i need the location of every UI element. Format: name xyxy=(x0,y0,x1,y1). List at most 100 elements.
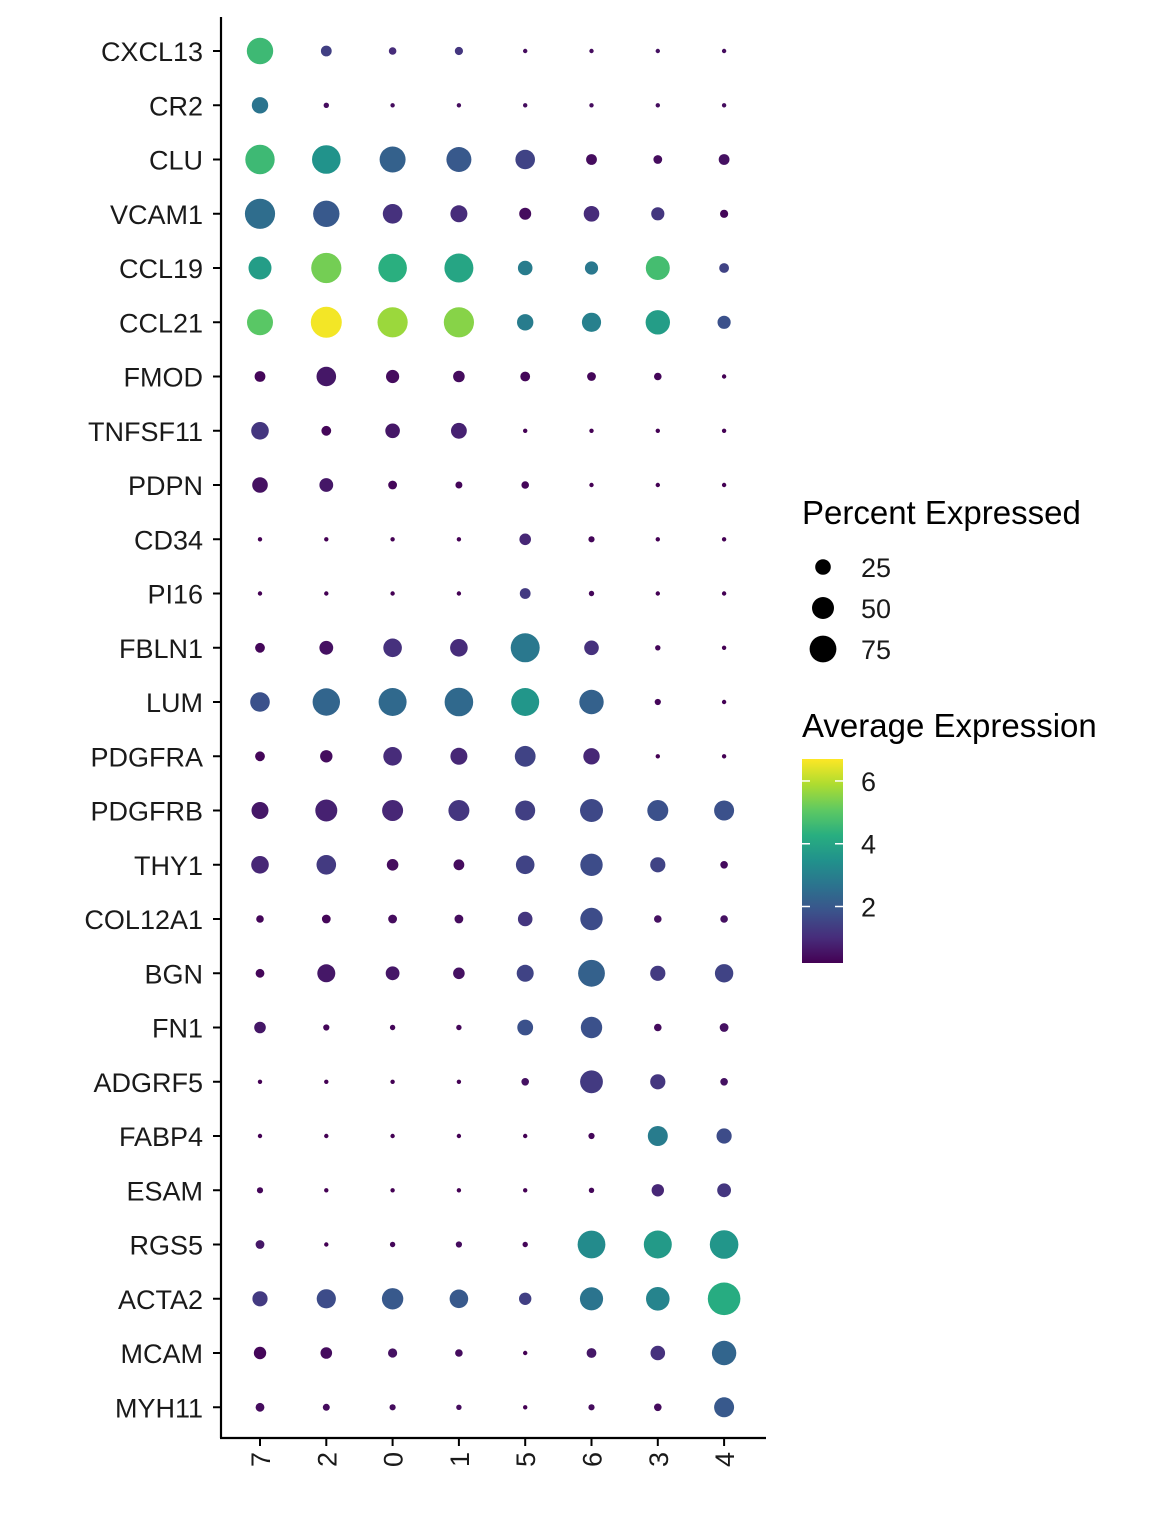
dot-myh11-cluster-2 xyxy=(322,1403,330,1411)
x-tick-label: 2 xyxy=(312,1452,342,1467)
dot-acta2-cluster-4 xyxy=(707,1282,741,1316)
dot-bgn-cluster-3 xyxy=(650,965,666,981)
dot-cr2-cluster-5 xyxy=(523,103,528,108)
dot-acta2-cluster-3 xyxy=(646,1287,670,1311)
dot-cr2-cluster-0 xyxy=(390,103,395,108)
dot-clu-cluster-2 xyxy=(312,145,341,174)
dot-mcam-cluster-3 xyxy=(650,1345,666,1361)
dot-myh11-cluster-4 xyxy=(714,1397,735,1418)
dot-fn1-cluster-0 xyxy=(389,1024,396,1031)
dot-mcam-cluster-0 xyxy=(388,1348,398,1358)
dot-cxcl13-cluster-3 xyxy=(655,48,660,54)
dot-clu-cluster-6 xyxy=(586,154,597,165)
dot-vcam1-cluster-4 xyxy=(720,209,729,218)
dot-fbln1-cluster-3 xyxy=(655,645,661,651)
dot-adgrf5-cluster-6 xyxy=(580,1070,603,1094)
y-tick-label: VCAM1 xyxy=(110,200,203,230)
y-tick-label: BGN xyxy=(144,959,203,989)
dot-ccl19-cluster-3 xyxy=(645,256,670,280)
dot-mcam-cluster-2 xyxy=(320,1347,333,1359)
dot-fbln1-cluster-7 xyxy=(255,642,265,653)
dot-pi16-cluster-5 xyxy=(519,588,531,599)
dot-vcam1-cluster-7 xyxy=(244,198,276,229)
dot-thy1-cluster-1 xyxy=(453,859,465,871)
dot-fabp4-cluster-6 xyxy=(588,1132,595,1140)
dot-mcam-cluster-1 xyxy=(455,1349,463,1357)
dot-cxcl13-cluster-0 xyxy=(388,47,397,55)
dot-pi16-cluster-0 xyxy=(390,591,395,596)
y-tick-label: LUM xyxy=(146,688,203,718)
y-tick-label: PI16 xyxy=(147,580,203,610)
dot-col12a1-cluster-2 xyxy=(321,914,331,924)
dot-adgrf5-cluster-7 xyxy=(257,1079,263,1085)
y-tick-label: CR2 xyxy=(149,91,203,121)
y-tick-label: CCL21 xyxy=(119,308,203,338)
dot-esam-cluster-5 xyxy=(523,1188,528,1193)
dot-pdgfra-cluster-0 xyxy=(383,747,402,766)
dot-fmod-cluster-7 xyxy=(254,371,266,382)
dot-adgrf5-cluster-5 xyxy=(521,1078,529,1086)
dot-col12a1-cluster-5 xyxy=(517,911,533,927)
dot-thy1-cluster-6 xyxy=(580,853,603,876)
dot-thy1-cluster-7 xyxy=(251,856,269,874)
dot-rgs5-cluster-1 xyxy=(455,1241,462,1248)
y-tick-label: MYH11 xyxy=(115,1393,203,1423)
y-tick-label: FABP4 xyxy=(119,1122,203,1152)
dot-pdgfra-cluster-4 xyxy=(721,754,727,759)
dot-fmod-cluster-2 xyxy=(316,366,337,387)
dot-pi16-cluster-6 xyxy=(588,590,595,597)
dot-fmod-cluster-1 xyxy=(453,370,465,383)
colorbar-tick-label: 4 xyxy=(861,830,876,860)
dot-tnfsf11-cluster-3 xyxy=(655,428,660,433)
y-axis-ticks: CXCL13 CR2 CLU VCAM1 CCL19 CCL21 FMOD TNFSF11 PD… xyxy=(84,37,221,1423)
dot-clu-cluster-5 xyxy=(515,149,535,170)
dot-myh11-cluster-6 xyxy=(588,1404,595,1411)
dot-clu-cluster-7 xyxy=(245,144,275,175)
y-tick-label: ESAM xyxy=(126,1176,203,1206)
dot-cxcl13-cluster-5 xyxy=(523,48,528,54)
dot-cxcl13-cluster-6 xyxy=(589,48,594,54)
dot-pdpn-cluster-2 xyxy=(319,478,334,492)
dot-pdgfra-cluster-7 xyxy=(255,751,265,762)
dot-clu-cluster-4 xyxy=(718,154,730,165)
dot-pdpn-cluster-4 xyxy=(721,482,727,488)
dot-cr2-cluster-3 xyxy=(655,103,660,108)
dot-ccl21-cluster-2 xyxy=(310,306,342,338)
dot-tnfsf11-cluster-5 xyxy=(523,428,528,433)
dot-rgs5-cluster-5 xyxy=(522,1241,528,1248)
dot-acta2-cluster-7 xyxy=(252,1291,268,1307)
dot-esam-cluster-4 xyxy=(717,1183,731,1198)
dot-rgs5-cluster-0 xyxy=(389,1241,396,1248)
dot-pi16-cluster-3 xyxy=(655,591,660,596)
dot-fmod-cluster-3 xyxy=(654,372,662,381)
dot-adgrf5-cluster-3 xyxy=(650,1074,666,1090)
dot-pdgfrb-cluster-6 xyxy=(580,799,603,822)
dot-pi16-cluster-1 xyxy=(456,591,462,596)
dot-acta2-cluster-1 xyxy=(449,1289,469,1309)
dot-pdgfra-cluster-6 xyxy=(583,748,600,765)
dot-fn1-cluster-7 xyxy=(254,1021,266,1034)
dot-vcam1-cluster-6 xyxy=(583,206,600,222)
size-legend-title: Percent Expressed xyxy=(802,494,1081,531)
dot-cxcl13-cluster-4 xyxy=(721,48,727,54)
dot-cr2-cluster-7 xyxy=(251,97,269,114)
color-legend-title: Average Expression xyxy=(802,707,1097,744)
dot-bgn-cluster-2 xyxy=(317,964,336,983)
dot-cr2-cluster-6 xyxy=(589,103,594,108)
dot-pdpn-cluster-6 xyxy=(589,482,594,488)
dot-mcam-cluster-7 xyxy=(253,1346,267,1360)
dot-cd34-cluster-3 xyxy=(655,537,660,542)
dot-pdgfra-cluster-2 xyxy=(320,750,333,763)
dot-myh11-cluster-1 xyxy=(456,1404,462,1411)
dot-ccl21-cluster-6 xyxy=(581,312,602,332)
dot-fn1-cluster-6 xyxy=(580,1016,603,1039)
dot-cxcl13-cluster-7 xyxy=(246,37,274,65)
y-tick-label: PDPN xyxy=(128,471,203,501)
x-axis-ticks: 7 2 0 1 5 6 3 4 xyxy=(246,1438,740,1467)
dot-clu-cluster-1 xyxy=(446,147,472,172)
dot-myh11-cluster-0 xyxy=(389,1404,396,1411)
x-tick-label: 1 xyxy=(445,1452,475,1467)
dot-cxcl13-cluster-2 xyxy=(320,45,332,57)
dot-layer xyxy=(244,37,741,1418)
dot-fn1-cluster-2 xyxy=(323,1024,330,1031)
